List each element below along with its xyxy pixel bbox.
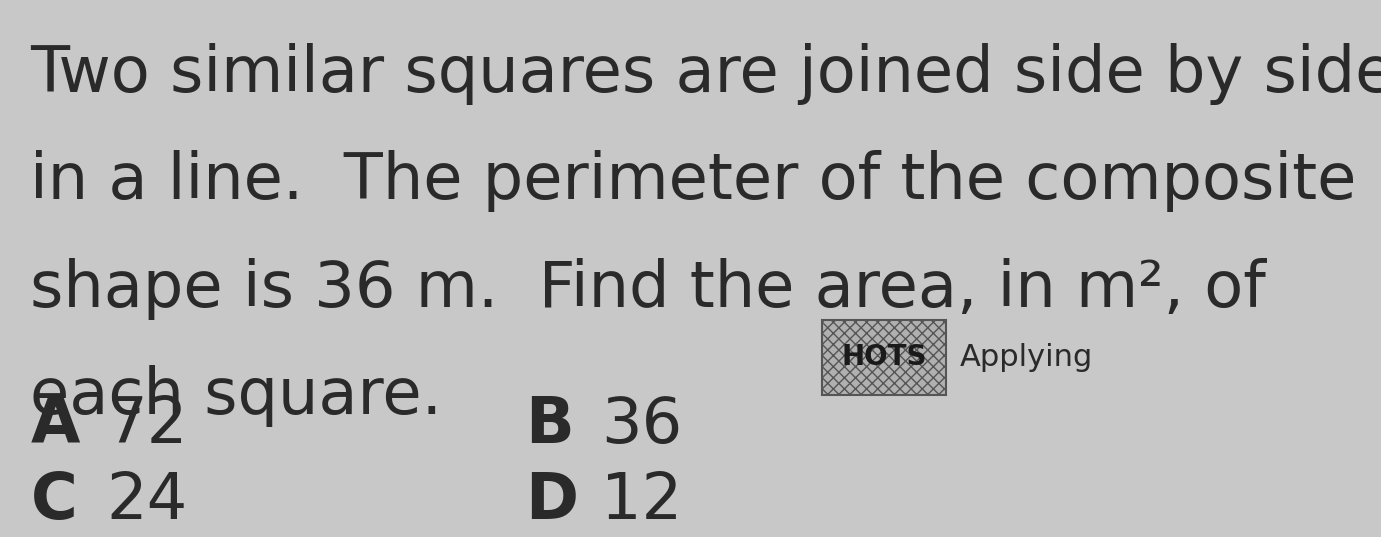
Text: 12: 12 (601, 470, 682, 532)
Text: Applying: Applying (960, 343, 1092, 372)
Text: shape is 36 m.  Find the area, in m², of: shape is 36 m. Find the area, in m², of (30, 258, 1266, 320)
FancyBboxPatch shape (822, 320, 946, 395)
Text: D: D (525, 470, 577, 532)
Text: HOTS: HOTS (841, 343, 927, 371)
Text: in a line.  The perimeter of the composite: in a line. The perimeter of the composit… (30, 150, 1356, 212)
Text: 72: 72 (106, 395, 188, 456)
Text: each square.: each square. (30, 365, 442, 427)
Text: C: C (30, 470, 77, 532)
Text: 36: 36 (601, 395, 682, 456)
Text: Two similar squares are joined side by side: Two similar squares are joined side by s… (30, 43, 1381, 105)
Text: 24: 24 (106, 470, 188, 532)
Text: A: A (30, 395, 80, 456)
Text: B: B (525, 395, 573, 456)
